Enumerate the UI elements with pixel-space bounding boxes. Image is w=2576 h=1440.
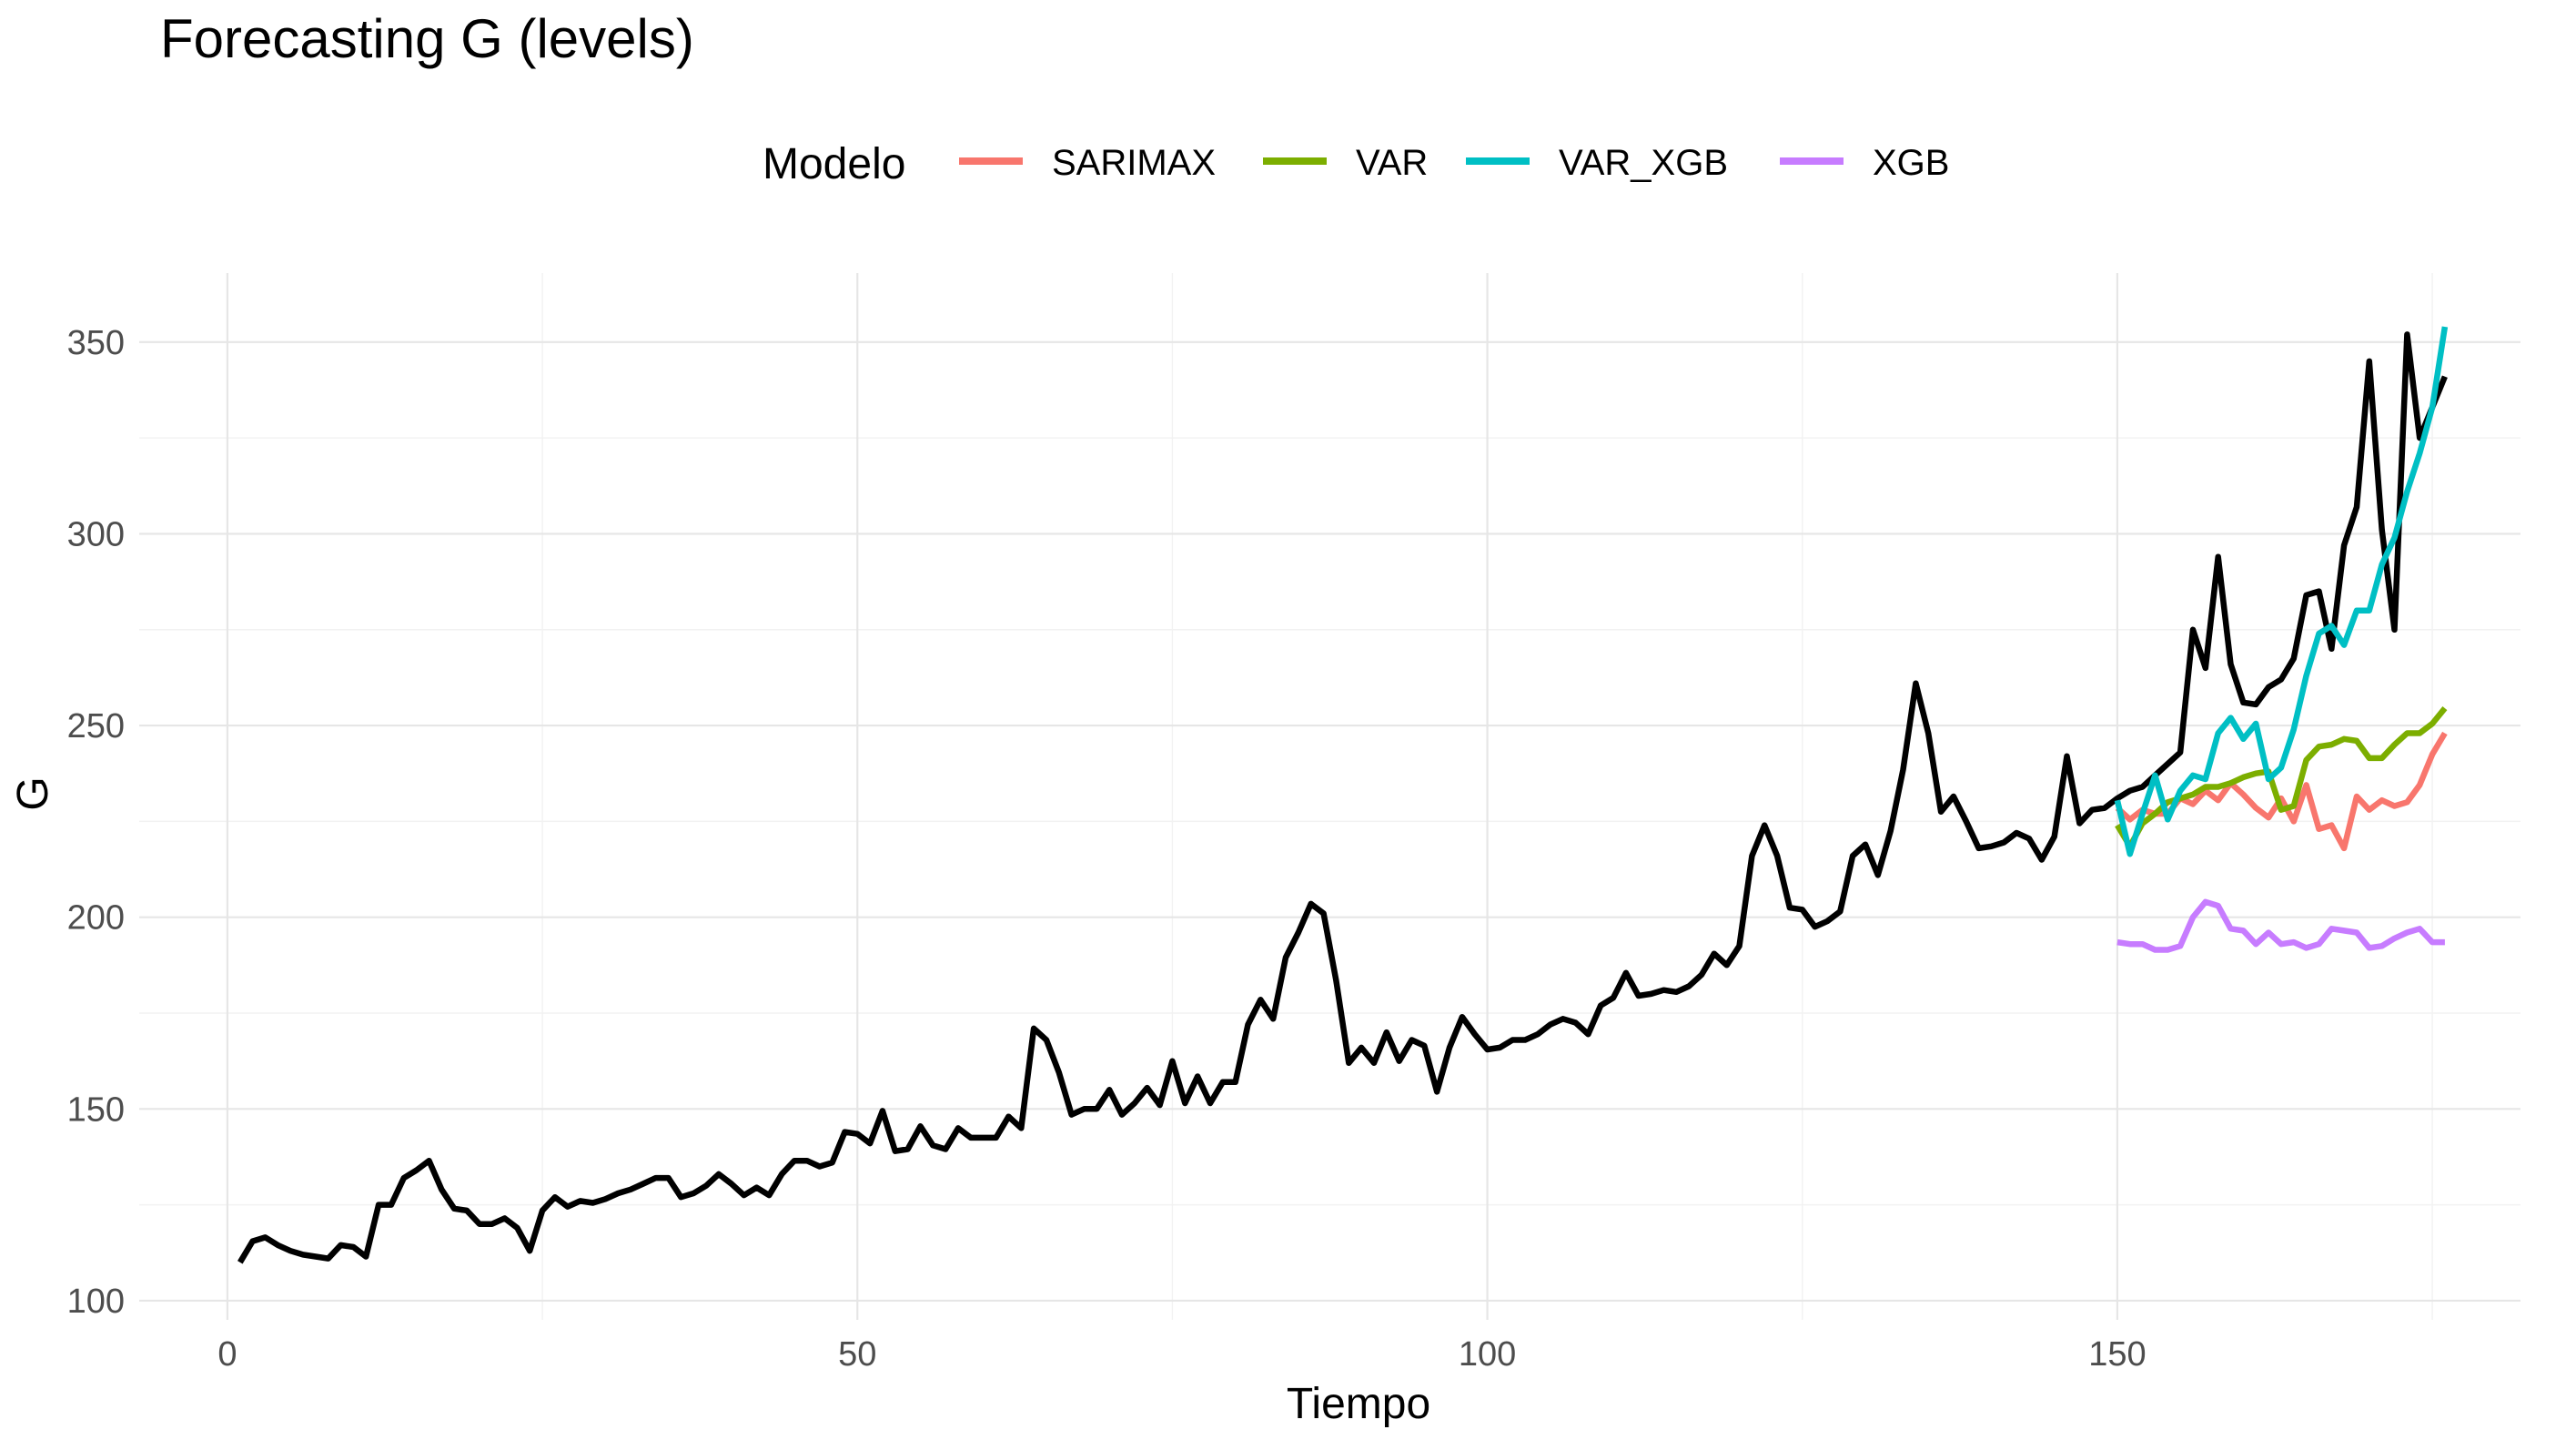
- plot-series: [237, 326, 2449, 1264]
- y-axis-title: G: [9, 776, 57, 810]
- x-tick-label: 150: [2088, 1335, 2146, 1374]
- legend-label-var: VAR: [1356, 143, 1428, 183]
- legend-entry-var: VAR: [1263, 143, 1428, 183]
- axis-ticks: 0 50 100 150 100 150 200 250 300 350: [67, 324, 2147, 1374]
- legend-entry-xgb: XGB: [1780, 143, 1949, 183]
- legend-title: Modelo: [763, 140, 905, 188]
- plot-grid: [139, 273, 2520, 1320]
- legend-label-var-xgb: VAR_XGB: [1559, 143, 1728, 183]
- series-line-var: [2115, 706, 2448, 850]
- chart-title: Forecasting G (levels): [160, 8, 694, 69]
- x-tick-label: 0: [217, 1335, 237, 1374]
- y-tick-label: 100: [67, 1283, 125, 1321]
- x-tick-label: 100: [1459, 1335, 1516, 1374]
- actual-series-line: [237, 331, 2448, 1264]
- series-line-var-xgb: [2114, 326, 2449, 857]
- legend-entry-sarimax: SARIMAX: [959, 143, 1216, 183]
- legend-label-xgb: XGB: [1873, 143, 1949, 183]
- x-tick-label: 50: [838, 1335, 876, 1374]
- y-tick-label: 150: [67, 1090, 125, 1129]
- legend: Modelo SARIMAX VAR VAR_XGB XGB: [763, 140, 1949, 188]
- y-tick-label: 350: [67, 324, 125, 362]
- y-tick-label: 200: [67, 899, 125, 938]
- legend-entry-var-xgb: VAR_XGB: [1466, 143, 1728, 183]
- legend-label-sarimax: SARIMAX: [1052, 143, 1216, 183]
- x-axis-title: Tiempo: [1287, 1380, 1430, 1428]
- y-tick-label: 250: [67, 707, 125, 745]
- y-tick-label: 300: [67, 515, 125, 553]
- series-line-xgb: [2116, 898, 2445, 953]
